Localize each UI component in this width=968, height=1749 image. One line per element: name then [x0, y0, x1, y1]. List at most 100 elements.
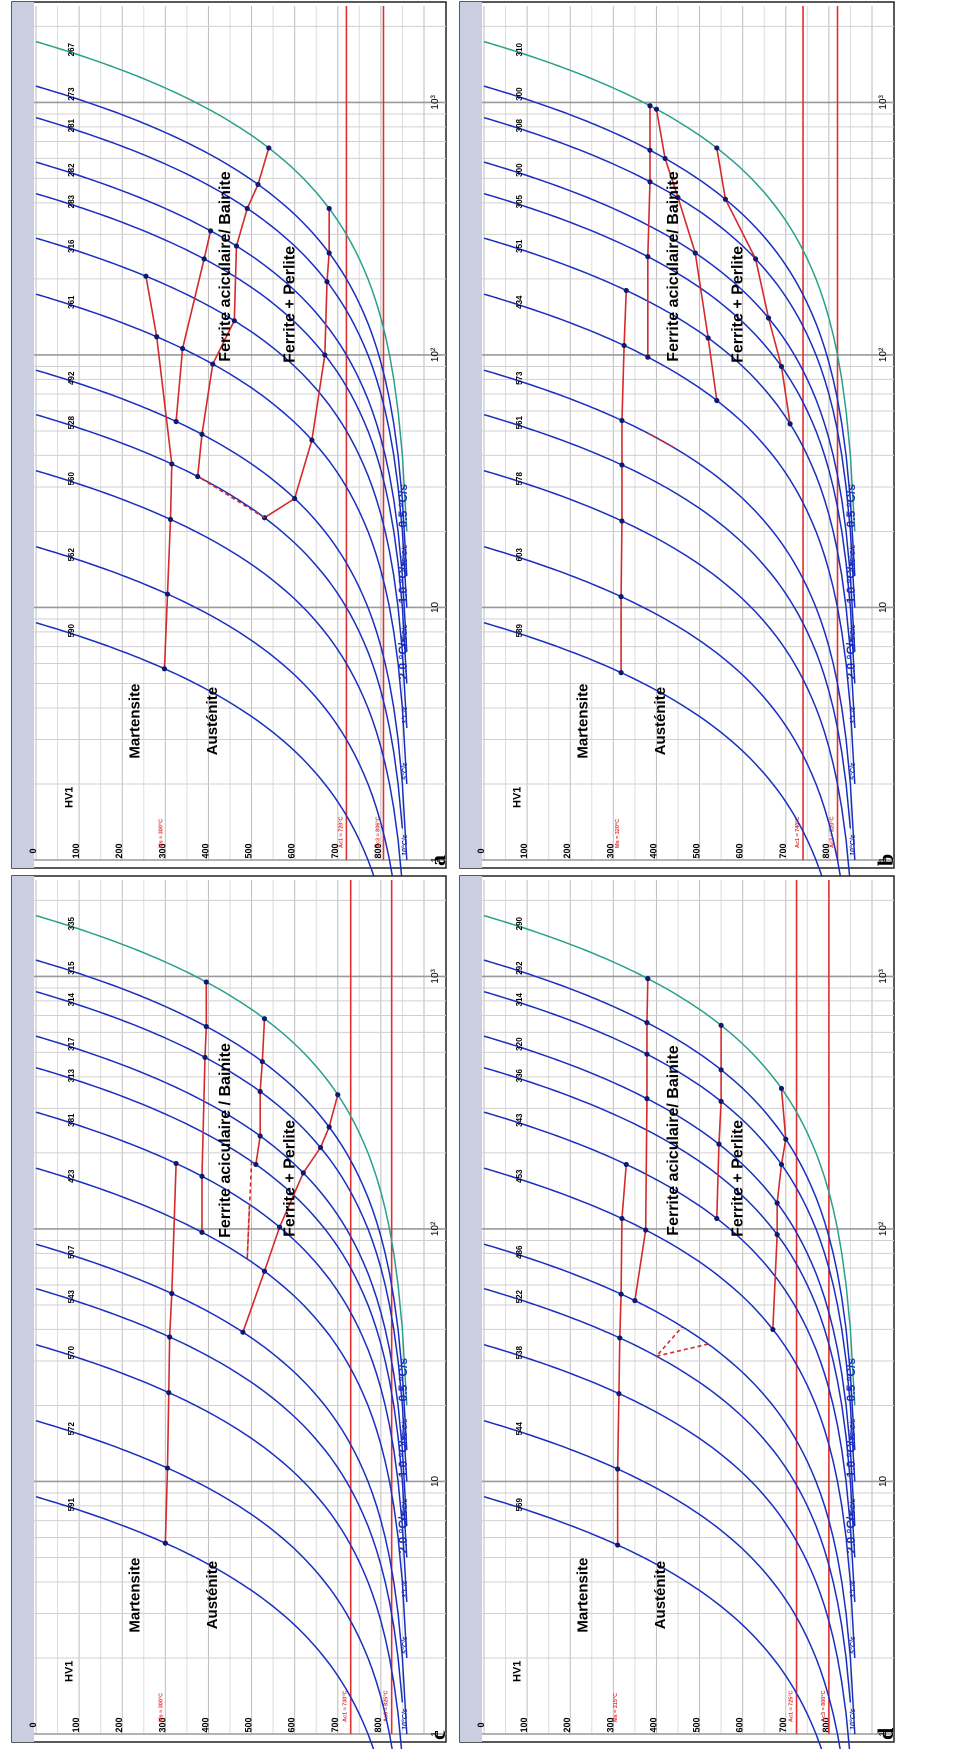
hardness-value: 603	[515, 548, 524, 562]
temperature-tick-label: 700	[778, 1717, 788, 1732]
hardness-value: 300	[515, 163, 524, 177]
transformation-point	[644, 1096, 650, 1102]
panel-b: 0 100 200 300 400 500 600 700 800 1 10 10² 10³ Ac3 ≈ …	[459, 1, 898, 933]
transformation-point	[645, 976, 651, 982]
ac-label: Ac1 ≈ 725°C	[789, 1690, 795, 1722]
hv-label: HV1	[512, 787, 524, 808]
transformation-point	[722, 196, 729, 202]
rate-label: 10°C/s	[401, 1708, 409, 1730]
transformation-point	[322, 352, 328, 358]
temperature-tick-label: 800	[373, 1717, 383, 1732]
hv-label: HV1	[512, 1661, 524, 1682]
transformation-point	[623, 287, 629, 294]
temperature-tick-label: 800	[821, 843, 831, 858]
temperature-tick-label: 600	[735, 1717, 745, 1732]
transformation-point	[783, 1136, 789, 1142]
transformation-point	[276, 1224, 283, 1230]
transformation-point	[255, 181, 261, 188]
cooling-curve	[35, 1066, 408, 1558]
transformation-point	[644, 1051, 650, 1057]
temperature-tick-label: 800	[373, 843, 383, 858]
time-tick-label: 10³	[878, 968, 889, 983]
transformation-point	[201, 256, 207, 262]
temperature-tick-label: 300	[157, 1717, 167, 1732]
time-tick-label: 1	[430, 1731, 441, 1737]
temperature-axis-band	[460, 2, 482, 868]
transformation-point	[765, 315, 772, 321]
temperature-tick-label: 700	[778, 843, 788, 858]
temperature-tick-label: 400	[200, 843, 210, 858]
temperature-tick-label: 500	[692, 843, 702, 858]
region-label: Ferrite + Perlite	[730, 1120, 747, 1237]
transformation-point	[167, 516, 174, 523]
ac-label: Ac3 ≈ 806°C	[375, 816, 381, 848]
hardness-value: 308	[515, 118, 524, 132]
cooling-curve	[35, 545, 395, 885]
ms-label: Ms ≈ 315°C	[613, 1693, 619, 1722]
cooling-curve	[35, 621, 378, 885]
hardness-value: 336	[515, 1068, 524, 1082]
transformation-point	[618, 1291, 624, 1297]
cooling-curve	[35, 116, 408, 608]
region-label: Ferrite + Perlite	[730, 246, 747, 363]
cooling-curve	[35, 161, 408, 652]
transformation-point	[615, 1466, 621, 1472]
hardness-value: 543	[67, 1289, 76, 1303]
time-tick-label: 10	[878, 601, 889, 613]
ac-label: Ac1 ≈ 730°C	[343, 1690, 349, 1722]
transformation-point	[257, 1133, 263, 1139]
temperature-axis-band	[460, 876, 482, 1742]
transformation-point	[309, 437, 315, 443]
temperature-tick-label: 700	[330, 843, 340, 858]
transformation-point	[326, 205, 332, 212]
ac-label: Ac3 ≈ 800°C	[821, 1690, 827, 1722]
hardness-value: 310	[515, 42, 524, 56]
transformation-point	[143, 273, 149, 279]
cooling-curve	[35, 914, 408, 1406]
temperature-tick-label: 0	[28, 1722, 38, 1727]
time-tick-label: 10²	[430, 347, 441, 362]
hardness-value: 507	[67, 1245, 76, 1259]
transformation-point	[259, 1058, 265, 1065]
region-label: Austénite	[204, 1561, 221, 1629]
cooling-curve	[35, 990, 408, 1482]
transformation-point	[643, 1227, 649, 1233]
rate-label: 0.75°C/s	[401, 1418, 409, 1445]
time-tick-label: 10³	[878, 94, 889, 109]
hardness-value: 561	[515, 415, 524, 429]
hardness-value: 351	[515, 239, 524, 253]
rate-label: 3°C/s	[849, 706, 857, 724]
transformation-point	[645, 354, 651, 360]
hardness-value: 569	[515, 1498, 524, 1512]
temperature-tick-label: 500	[244, 1717, 254, 1732]
hardness-value: 361	[67, 295, 76, 309]
transformation-point	[718, 1067, 724, 1073]
transformation-point	[718, 1098, 724, 1104]
transformation-point	[167, 1334, 173, 1340]
cooling-curve	[483, 116, 856, 608]
transformation-point	[714, 145, 720, 151]
region-label: Martensite	[126, 684, 143, 759]
temperature-tick-label: 100	[71, 1717, 81, 1732]
transformation-point	[653, 106, 660, 112]
hardness-value: 578	[515, 471, 524, 485]
transformation-point	[617, 1335, 623, 1341]
cooling-curve	[483, 1111, 856, 1603]
hardness-value: 273	[67, 87, 76, 101]
hardness-value: 562	[67, 548, 76, 562]
temperature-tick-label: 600	[287, 1717, 297, 1732]
region-label: Ferrite + Perlite	[282, 246, 299, 363]
panel-a: 0 100 200 300 400 500 600 700 800 1 10 10² 10³ Ac3 ≈ …	[11, 1, 450, 933]
cooling-curve	[483, 990, 856, 1482]
temperature-tick-label: 200	[562, 843, 572, 858]
temperature-tick-label: 0	[476, 1722, 486, 1727]
temperature-tick-label: 500	[244, 843, 254, 858]
hardness-value: 320	[515, 1037, 524, 1051]
rate-label: 3°C/s	[401, 706, 409, 724]
hardness-value: 486	[515, 1245, 524, 1259]
hardness-value: 591	[67, 1498, 76, 1512]
panel-letter: d	[873, 1728, 898, 1740]
transformation-point	[199, 431, 205, 437]
transformation-point	[662, 155, 668, 162]
